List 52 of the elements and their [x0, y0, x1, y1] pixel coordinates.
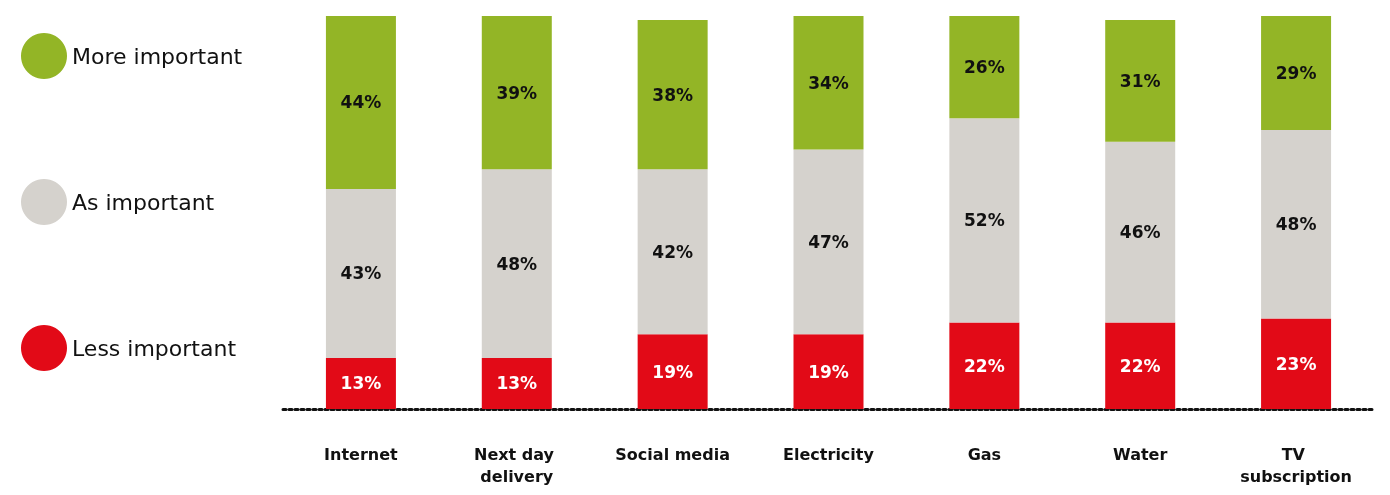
bar	[793, 334, 864, 409]
data-label: 46%	[1119, 222, 1161, 243]
bar	[325, 188, 396, 358]
data-label: 23%	[1275, 353, 1317, 374]
bar	[793, 16, 864, 150]
bar	[1261, 16, 1332, 130]
data-label: 48%	[496, 253, 538, 274]
data-label: 26%	[964, 57, 1005, 78]
x-tick-label: Electricity	[783, 444, 875, 464]
x-tick-label: TV subscription	[1240, 444, 1352, 486]
data-label: 29%	[1275, 62, 1317, 83]
bar	[949, 322, 1020, 409]
data-label: 42%	[652, 241, 693, 262]
data-label: 19%	[808, 361, 849, 382]
legend-label: More important	[72, 43, 243, 69]
bar	[637, 19, 708, 170]
data-label: 38%	[652, 84, 693, 105]
data-label: 22%	[964, 355, 1005, 376]
data-label: 44%	[340, 92, 382, 113]
data-label: 34%	[808, 72, 849, 93]
data-label: 31%	[1119, 70, 1161, 91]
bar	[1105, 141, 1176, 323]
data-label: 48%	[1275, 214, 1317, 235]
bar	[481, 357, 552, 409]
bar	[325, 357, 396, 409]
bar	[637, 334, 708, 409]
bar	[637, 169, 708, 335]
bar	[949, 118, 1020, 323]
data-label: 22%	[1119, 355, 1161, 376]
bar	[481, 16, 552, 170]
data-label: 19%	[652, 361, 693, 382]
data-label: 52%	[964, 210, 1005, 231]
bar	[325, 16, 396, 189]
bar	[1105, 322, 1176, 409]
x-tick-label: Gas	[967, 444, 1002, 464]
data-label: 39%	[496, 82, 538, 103]
legend-label: Less important	[72, 335, 237, 361]
data-label: 43%	[340, 263, 382, 284]
x-tick-label: Water	[1113, 444, 1168, 464]
data-label: 13%	[496, 373, 538, 394]
bar	[1261, 318, 1332, 409]
x-tick-label: Social media	[615, 444, 730, 464]
bar	[1261, 129, 1332, 319]
x-tick-label: Next day delivery	[474, 444, 560, 486]
x-tick-label: Internet	[324, 444, 399, 464]
data-label: 47%	[808, 231, 849, 252]
legend-label: As important	[72, 189, 215, 215]
bar	[793, 149, 864, 335]
bar	[481, 169, 552, 358]
data-label: 13%	[340, 373, 382, 394]
bar	[1105, 19, 1176, 142]
bar	[949, 16, 1020, 119]
